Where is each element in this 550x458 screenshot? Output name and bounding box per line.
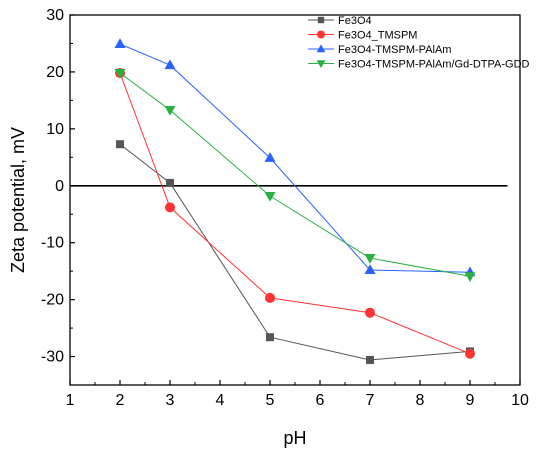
data-point-triangle-up bbox=[114, 38, 126, 49]
data-point-circle bbox=[317, 30, 325, 39]
data-point-triangle-down bbox=[464, 272, 476, 283]
data-point-triangle-down bbox=[316, 60, 326, 69]
x-tick-label: 10 bbox=[511, 392, 529, 409]
data-point-triangle-up bbox=[364, 264, 376, 275]
x-tick-label: 6 bbox=[316, 392, 325, 409]
series-line bbox=[119, 43, 471, 273]
x-tick-label: 1 bbox=[66, 392, 75, 409]
x-tick-label: 5 bbox=[266, 392, 275, 409]
legend-label: Fe3O4-TMSPM-PAlAm/Gd-DTPA-GDD bbox=[338, 59, 530, 71]
legend: Fe3O4 Fe3O4_TMSPM Fe3O4-TMSPM-PAlAm Fe3O4-T… bbox=[308, 15, 530, 71]
data-point-triangle-down bbox=[164, 106, 176, 116]
data-point-square bbox=[266, 333, 274, 342]
legend-entry: Fe3O4-TMSPM-PAlAm/Gd-DTPA-GDD bbox=[308, 59, 530, 71]
y-tick-label: -20 bbox=[41, 292, 64, 309]
data-point-triangle-up bbox=[264, 152, 276, 162]
y-tick-label: -30 bbox=[41, 349, 64, 366]
data-point-triangle-down bbox=[364, 254, 376, 264]
legend-entry: Fe3O4-TMSPM-PAlAm bbox=[308, 44, 451, 56]
y-axis-ticks: -30 -20 -10 0 10 20 30 bbox=[41, 7, 75, 366]
data-point-square bbox=[366, 355, 374, 364]
series-line bbox=[119, 143, 471, 361]
x-tick-label: 8 bbox=[416, 392, 425, 409]
plot-frame bbox=[69, 14, 521, 386]
legend-entry: Fe3O4 bbox=[308, 15, 372, 27]
legend-label: Fe3O4_TMSPM bbox=[338, 30, 417, 42]
data-point-circle bbox=[465, 348, 475, 359]
legend-label: Fe3O4-TMSPM-PAlAm bbox=[338, 44, 451, 56]
data-point-circle bbox=[265, 292, 275, 303]
series-line bbox=[119, 72, 471, 277]
series-3 bbox=[114, 38, 476, 277]
series-layer bbox=[114, 38, 476, 364]
series-4 bbox=[114, 69, 476, 283]
data-point-square bbox=[166, 178, 174, 187]
data-point-square bbox=[317, 16, 325, 24]
y-tick-label: 0 bbox=[55, 178, 64, 195]
x-axis-ticks: 1 2 3 4 5 6 7 8 9 10 bbox=[66, 380, 529, 409]
x-tick-label: 4 bbox=[216, 392, 225, 409]
data-point-square bbox=[116, 140, 124, 149]
data-point-circle bbox=[365, 307, 375, 318]
x-axis-label: pH bbox=[283, 428, 306, 448]
series-line bbox=[119, 72, 471, 355]
data-point-triangle-up bbox=[164, 59, 176, 70]
y-axis-label: Zeta potential, mV bbox=[8, 127, 28, 273]
y-tick-label: 30 bbox=[46, 7, 64, 24]
x-tick-label: 3 bbox=[166, 392, 175, 409]
series-1 bbox=[116, 140, 474, 364]
x-tick-label: 7 bbox=[366, 392, 375, 409]
data-point-triangle-down bbox=[114, 69, 126, 79]
data-point-triangle-up bbox=[316, 44, 326, 53]
y-tick-label: 10 bbox=[46, 121, 64, 138]
legend-entry: Fe3O4_TMSPM bbox=[308, 30, 417, 42]
legend-label: Fe3O4 bbox=[338, 15, 372, 27]
x-tick-label: 9 bbox=[466, 392, 475, 409]
x-tick-label: 2 bbox=[116, 392, 125, 409]
data-point-triangle-down bbox=[264, 192, 276, 202]
y-tick-label: 20 bbox=[46, 64, 64, 81]
y-tick-label: -10 bbox=[41, 235, 64, 252]
data-point-circle bbox=[165, 202, 175, 213]
